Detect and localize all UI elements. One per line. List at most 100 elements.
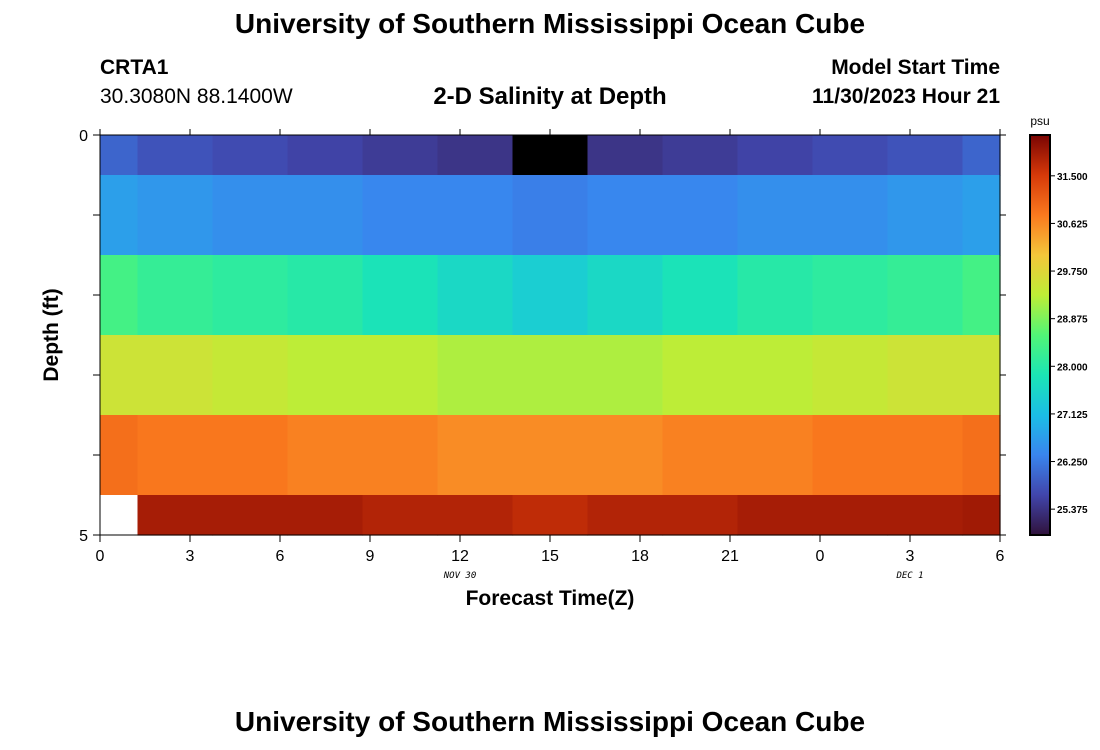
heatmap-cell [212,175,289,256]
footer-title: University of Southern Mississippi Ocean… [234,706,866,737]
heatmap-cell [437,495,514,536]
heatmap-cell [212,135,289,176]
heatmap-cell [137,495,214,536]
heatmap-cell [362,255,439,336]
heatmap-cell [962,255,1001,336]
heatmap-cell [100,495,139,536]
heatmap-cell [887,135,964,176]
heatmap-cell [662,495,739,536]
heatmap-cell [587,335,664,416]
heatmap-cell [212,335,289,416]
heatmap-cell [737,255,814,336]
heatmap-cell [587,255,664,336]
x-tick-label: 3 [906,548,915,565]
x-tick-label: 12 [451,548,469,565]
x-tick-label: 9 [366,548,375,565]
y-axis-title: Depth (ft) [40,288,63,381]
heatmap-cell [100,135,139,176]
heatmap-cell [662,415,739,496]
heatmap-cell [962,135,1001,176]
heatmap-cell [362,415,439,496]
heatmap-cell [962,175,1001,256]
heatmap-cell [887,495,964,536]
heatmap-cell [100,175,139,256]
heatmap-cell [512,335,589,416]
x-tick-label: 6 [276,548,285,565]
model-start-label: Model Start Time [831,56,1000,79]
heatmap-cell [137,255,214,336]
heatmap-cell [737,175,814,256]
heatmap-cell [212,255,289,336]
page-title: University of Southern Mississippi Ocean… [234,8,866,39]
heatmap-cell [287,335,364,416]
heatmap-cell [887,415,964,496]
station-coords: 30.3080N 88.1400W [100,85,293,108]
x-tick-label: 0 [96,548,105,565]
heatmap-cell [512,255,589,336]
heatmap-cell [137,135,214,176]
model-start-time: 11/30/2023 Hour 21 [812,85,1000,108]
heatmap-cell [512,415,589,496]
station-id: CRTA1 [100,56,169,79]
heatmap-cell [437,135,514,176]
heatmap-cell [812,135,889,176]
heatmap-cell [737,415,814,496]
x-axis: 0 3 6 9 12 15 18 21 0 3 6 NOV 30 DEC 1 [96,129,1005,581]
plot-title: 2-D Salinity at Depth [433,83,667,110]
y-tick-label: 0 [79,128,88,145]
y-tick-label: 5 [79,528,88,545]
colorbar-tick-label: 25.375 [1057,505,1088,516]
heatmap-cell [362,335,439,416]
heatmap-cell [812,335,889,416]
colorbar-tick-label: 30.625 [1057,219,1088,230]
colorbar-tick-label: 29.750 [1057,267,1088,278]
heatmap-cell [137,335,214,416]
x-tick-label: 15 [541,548,559,565]
heatmap-cell [587,175,664,256]
y-axis: 05 [79,128,1006,545]
heatmap-cell [362,175,439,256]
colorbar-tick-label: 28.000 [1057,362,1088,373]
heatmap-cell [662,175,739,256]
heatmap-cell [100,335,139,416]
heatmap-cell [137,175,214,256]
heatmap-cell [887,255,964,336]
heatmap-cell [287,135,364,176]
heatmap-cell [287,415,364,496]
heatmap-cell [287,255,364,336]
heatmap-cell [100,415,139,496]
heatmap-cell [812,255,889,336]
colorbar-bar [1029,134,1051,536]
heatmap-cell [662,335,739,416]
heatmap-cell [662,135,739,176]
heatmap-cell [962,335,1001,416]
heatmap-cell [587,135,664,176]
colorbar-tick-label: 31.500 [1057,172,1088,183]
heatmap-cell [362,135,439,176]
heatmap-cell [737,135,814,176]
x-tick-label: 6 [996,548,1005,565]
heatmap-cell [662,255,739,336]
heatmap-cell [287,495,364,536]
heatmap-cell [512,135,589,176]
heatmap-cell [287,175,364,256]
heatmap-cell [512,495,589,536]
heatmap-cell [812,175,889,256]
heatmap-cell [512,175,589,256]
heatmap-cell [887,335,964,416]
colorbar-tick-label: 27.125 [1057,410,1088,421]
heatmap-cell [437,255,514,336]
heatmap-cell [737,335,814,416]
heatmap-cells [100,135,1001,536]
heatmap-cell [587,415,664,496]
heatmap-cell [962,495,1001,536]
x-axis-title: Forecast Time(Z) [466,587,635,610]
heatmap-cell [437,175,514,256]
heatmap-cell [437,415,514,496]
heatmap-cell [362,495,439,536]
x-tick-label: 21 [721,548,739,565]
heatmap-cell [887,175,964,256]
colorbar-tick-label: 26.250 [1057,458,1088,469]
heatmap-cell [100,255,139,336]
